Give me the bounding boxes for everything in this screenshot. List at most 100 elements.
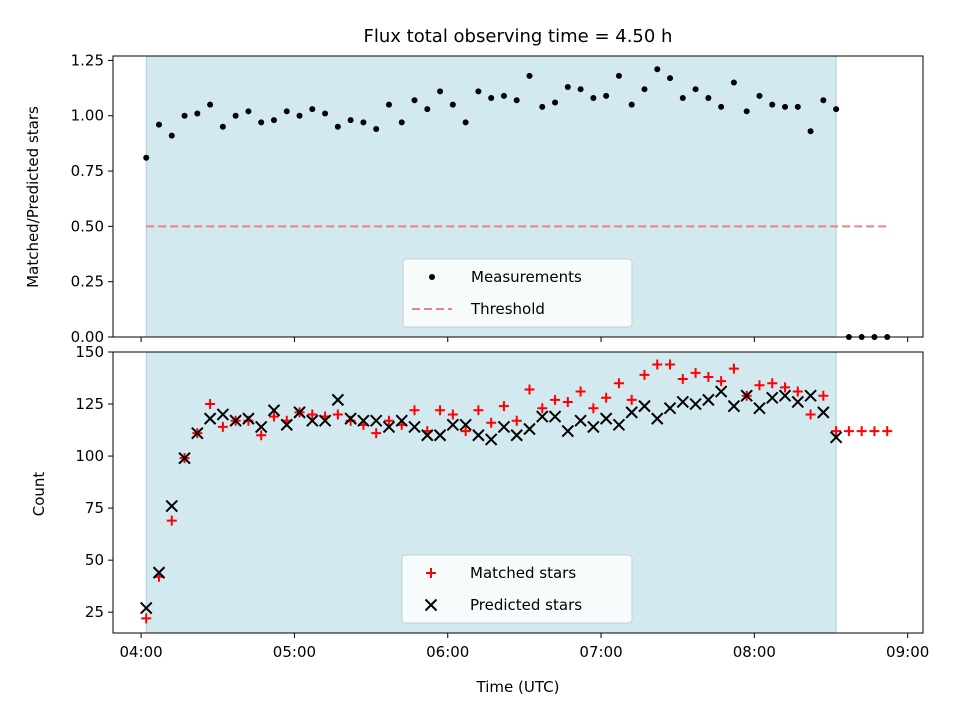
top-y-tick-label: 1.00 [71,107,104,125]
predicted-star-marker [293,406,306,419]
measurement-point [245,108,252,115]
measurement-point [526,72,533,79]
matched-star-marker [677,374,688,385]
predicted-star-marker [791,395,805,409]
predicted-star-marker [331,393,345,407]
matched-star-marker [780,382,791,393]
matched-star-marker [562,396,573,407]
measurement-point [385,101,392,108]
predicted-star-marker [778,389,792,402]
matched-star-marker [460,426,471,437]
predicted-star-marker [638,399,651,413]
predicted-star-marker [433,429,447,442]
matched-star-marker [767,378,778,389]
top-y-tick-label: 0.00 [71,328,104,346]
measurement-point [807,128,814,135]
measurement-point [552,99,559,106]
top-y-tick-label: 0.25 [71,273,104,291]
predicted-star-marker [229,414,242,427]
bottom-axes-frame [112,351,924,634]
matched-star-marker [754,380,765,391]
measurement-point [398,119,405,126]
measurement-point [488,95,495,102]
predicted-star-marker [702,393,715,407]
predicted-star-marker [829,431,843,444]
top-y-tick-label: 0.50 [71,217,104,235]
top-legend-box [402,258,633,328]
measurement-point [654,66,661,73]
measurement-point [194,110,201,117]
x-tick-label: 08:00 [733,643,776,661]
matched-star-marker [588,403,599,414]
predicted-star-marker [254,420,268,434]
matched-star-marker [652,359,663,370]
measurement-point [270,117,277,124]
bottom-y-tick-label: 25 [85,603,104,621]
matched-star-marker [626,394,637,405]
matched-star-marker [831,426,842,437]
top-y-axis-label: Matched/Predicted stars [24,106,42,288]
predicted-star-marker [766,391,779,405]
matched-star-marker [256,430,267,441]
bottom-legend-entry-label: Matched stars [470,564,576,582]
predicted-star-marker [421,429,434,442]
predicted-star-marker [497,420,511,434]
x-tick-label: 05:00 [273,643,316,661]
predicted-star-marker [472,429,485,442]
predicted-star-marker [408,420,421,434]
predicted-star-marker [280,418,293,432]
measurement-point [296,112,303,119]
measurement-point [756,92,763,99]
matched-star-marker [307,409,318,420]
predicted-star-marker [804,389,817,402]
predicted-star-marker [216,408,230,421]
predicted-star-marker [191,426,204,440]
predicted-star-marker [625,406,638,419]
measurement-point [181,112,188,119]
measurement-point [143,154,150,161]
predicted-star-marker [651,412,664,425]
matched-star-marker [805,409,816,420]
predicted-star-marker [395,414,408,427]
matched-star-marker [435,405,446,416]
measurement-point [743,108,750,115]
measurement-point [309,106,316,113]
matched-star-marker [665,359,676,370]
matched-star-marker [371,428,382,439]
matched-star-marker [843,426,854,437]
bottom-legend-box [401,554,633,624]
bottom-y-tick-label: 100 [75,447,104,465]
matched-star-marker [383,415,394,426]
predicted-star-marker [165,499,178,513]
bottom-y-tick-label: 125 [75,395,104,413]
matched-star-marker [217,421,228,432]
measurement-point [782,103,789,110]
matched-star-marker [332,409,343,420]
bottom-y-tick-label: 150 [75,343,104,361]
predicted-star-marker [612,418,626,432]
predicted-star-marker [318,414,332,427]
predicted-star-marker [446,418,460,432]
measurement-point [207,101,214,108]
predicted-star-marker [587,420,600,434]
predicted-star-marker [484,433,498,446]
measurement-point [437,88,444,95]
bottom-legend-entry-label: Predicted stars [470,596,582,614]
predicted-star-marker [369,414,383,427]
x-tick-label: 04:00 [119,643,162,661]
top-y-tick-label: 1.25 [71,51,104,69]
measurement-point [833,106,840,113]
measurement-point [155,121,162,128]
top-axes-frame [112,55,924,338]
matched-star-marker [639,369,650,380]
matched-star-marker [601,392,612,403]
matched-star-marker [486,417,497,428]
predicted-star-marker [344,412,357,425]
predicted-star-marker [178,451,191,465]
measurement-point [360,119,367,126]
measurement-point [373,126,380,133]
measurement-point [705,95,712,102]
predicted-star-marker [574,414,587,427]
matched-star-marker [268,411,279,422]
measurement-point [590,95,597,102]
